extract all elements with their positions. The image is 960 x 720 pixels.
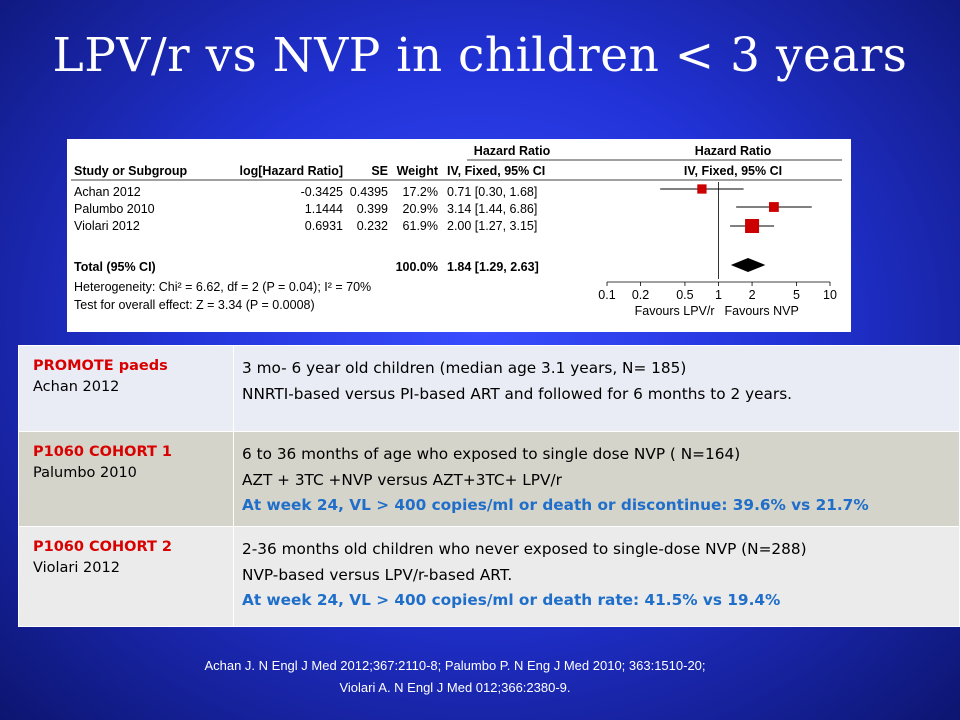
effect-marker <box>769 202 779 212</box>
study-ci: 2.00 [1.27, 3.15] <box>447 219 537 233</box>
hr-group-header: Hazard Ratio <box>474 144 551 158</box>
x-tick-label: 0.1 <box>598 288 615 302</box>
x-tick-label: 10 <box>823 288 837 302</box>
study-loghr: 1.1444 <box>305 202 343 216</box>
study-row-1: Palumbo 2010 1.1444 0.399 20.9% 3.14 [1.… <box>74 202 537 216</box>
effect-marker <box>697 184 707 194</box>
x-tick-label: 2 <box>749 288 756 302</box>
table-row: P1060 COHORT 1 Palumbo 2010 6 to 36 mont… <box>18 431 960 527</box>
study-se: 0.399 <box>357 202 388 216</box>
reference-line: Violari A. N Engl J Med 012;366:2380-9. <box>339 680 571 695</box>
x-tick-label: 0.5 <box>676 288 693 302</box>
study-se: 0.232 <box>357 219 388 233</box>
detail-line: NVP-based versus LPV/r-based ART. <box>242 565 513 584</box>
detail-line: NNRTI-based versus PI-based ART and foll… <box>242 384 793 403</box>
outcome-line: At week 24, VL > 400 copies/ml or death … <box>242 496 869 514</box>
study-loghr: 0.6931 <box>305 219 343 233</box>
study-summary-table: PROMOTE paeds Achan 2012 3 mo- 6 year ol… <box>18 345 960 627</box>
study-detail-cell: 2-36 months old children who never expos… <box>233 526 960 627</box>
study-se: 0.4395 <box>350 185 388 199</box>
study-weight: 17.2% <box>403 185 438 199</box>
study-detail-cell: 6 to 36 months of age who exposed to sin… <box>233 431 960 527</box>
study-citation: Palumbo 2010 <box>33 465 137 481</box>
loghr-header: log[Hazard Ratio] <box>240 164 343 178</box>
table-row: PROMOTE paeds Achan 2012 3 mo- 6 year ol… <box>18 345 960 432</box>
study-citation: Violari 2012 <box>33 560 120 576</box>
plot-sub-header: IV, Fixed, 95% CI <box>684 164 782 178</box>
study-name: Achan 2012 <box>74 185 141 199</box>
hr-sub-header: IV, Fixed, 95% CI <box>447 164 545 178</box>
total-weight: 100.0% <box>396 260 438 274</box>
study-header: Study or Subgroup <box>74 164 188 178</box>
total-label: Total (95% CI) <box>74 260 156 274</box>
se-header: SE <box>371 164 388 178</box>
trial-name: P1060 COHORT 2 <box>33 539 173 555</box>
study-row-0: Achan 2012 -0.3425 0.4395 17.2% 0.71 [0.… <box>74 185 537 199</box>
study-loghr: -0.3425 <box>301 185 343 199</box>
plot-group-header: Hazard Ratio <box>695 144 772 158</box>
study-name: Violari 2012 <box>74 219 140 233</box>
study-row-2: Violari 2012 0.6931 0.232 61.9% 2.00 [1.… <box>74 219 537 233</box>
x-tick-label: 5 <box>793 288 800 302</box>
trial-name: PROMOTE paeds <box>33 358 168 374</box>
study-name: Palumbo 2010 <box>74 202 155 216</box>
detail-line: 6 to 36 months of age who exposed to sin… <box>242 445 741 463</box>
study-citation: Achan 2012 <box>33 379 120 395</box>
overall-effect-stat: Test for overall effect: Z = 3.34 (P = 0… <box>74 298 315 312</box>
favours-left-label: Favours LPV/r <box>635 304 715 318</box>
study-weight: 61.9% <box>403 219 438 233</box>
trial-name: P1060 COHORT 1 <box>33 444 173 460</box>
study-detail-cell: 3 mo- 6 year old children (median age 3.… <box>233 345 960 432</box>
study-label-cell: P1060 COHORT 1 Palumbo 2010 <box>18 431 234 527</box>
heterogeneity-stat: Heterogeneity: Chi² = 6.62, df = 2 (P = … <box>74 280 371 294</box>
favours-right-label: Favours NVP <box>725 304 799 318</box>
plot-area: 0.1 0.2 0.5 1 2 5 10 Favours LPV/r Favours NVP <box>598 182 837 318</box>
x-tick-label: 0.2 <box>632 288 649 302</box>
study-label-cell: PROMOTE paeds Achan 2012 <box>18 345 234 432</box>
references-footer: Achan J. N Engl J Med 2012;367:2110-8; P… <box>0 655 910 699</box>
study-weight: 20.9% <box>403 202 438 216</box>
study-label-cell: P1060 COHORT 2 Violari 2012 <box>18 526 234 627</box>
detail-line: 3 mo- 6 year old children (median age 3.… <box>242 359 687 377</box>
slide-title: LPV/r vs NVP in children < 3 years <box>52 28 908 83</box>
forest-plot: Hazard Ratio Hazard Ratio Study or Subgr… <box>71 144 842 318</box>
effect-marker <box>745 219 760 233</box>
table-row: P1060 COHORT 2 Violari 2012 2-36 months … <box>18 526 960 627</box>
study-ci: 0.71 [0.30, 1.68] <box>447 185 537 199</box>
reference-line: Achan J. N Engl J Med 2012;367:2110-8; P… <box>204 658 706 673</box>
detail-line: AZT + 3TC +NVP versus AZT+3TC+ LPV/r <box>242 470 562 489</box>
x-tick-label: 1 <box>715 288 722 302</box>
pooled-effect-diamond <box>730 258 766 272</box>
detail-line: 2-36 months old children who never expos… <box>242 540 807 558</box>
outcome-line: At week 24, VL > 400 copies/ml or death … <box>242 591 781 609</box>
weight-header: Weight <box>397 164 439 178</box>
forest-plot-panel: Hazard Ratio Hazard Ratio Study or Subgr… <box>67 139 851 332</box>
total-ci: 1.84 [1.29, 2.63] <box>447 260 539 274</box>
study-ci: 3.14 [1.44, 6.86] <box>447 202 537 216</box>
